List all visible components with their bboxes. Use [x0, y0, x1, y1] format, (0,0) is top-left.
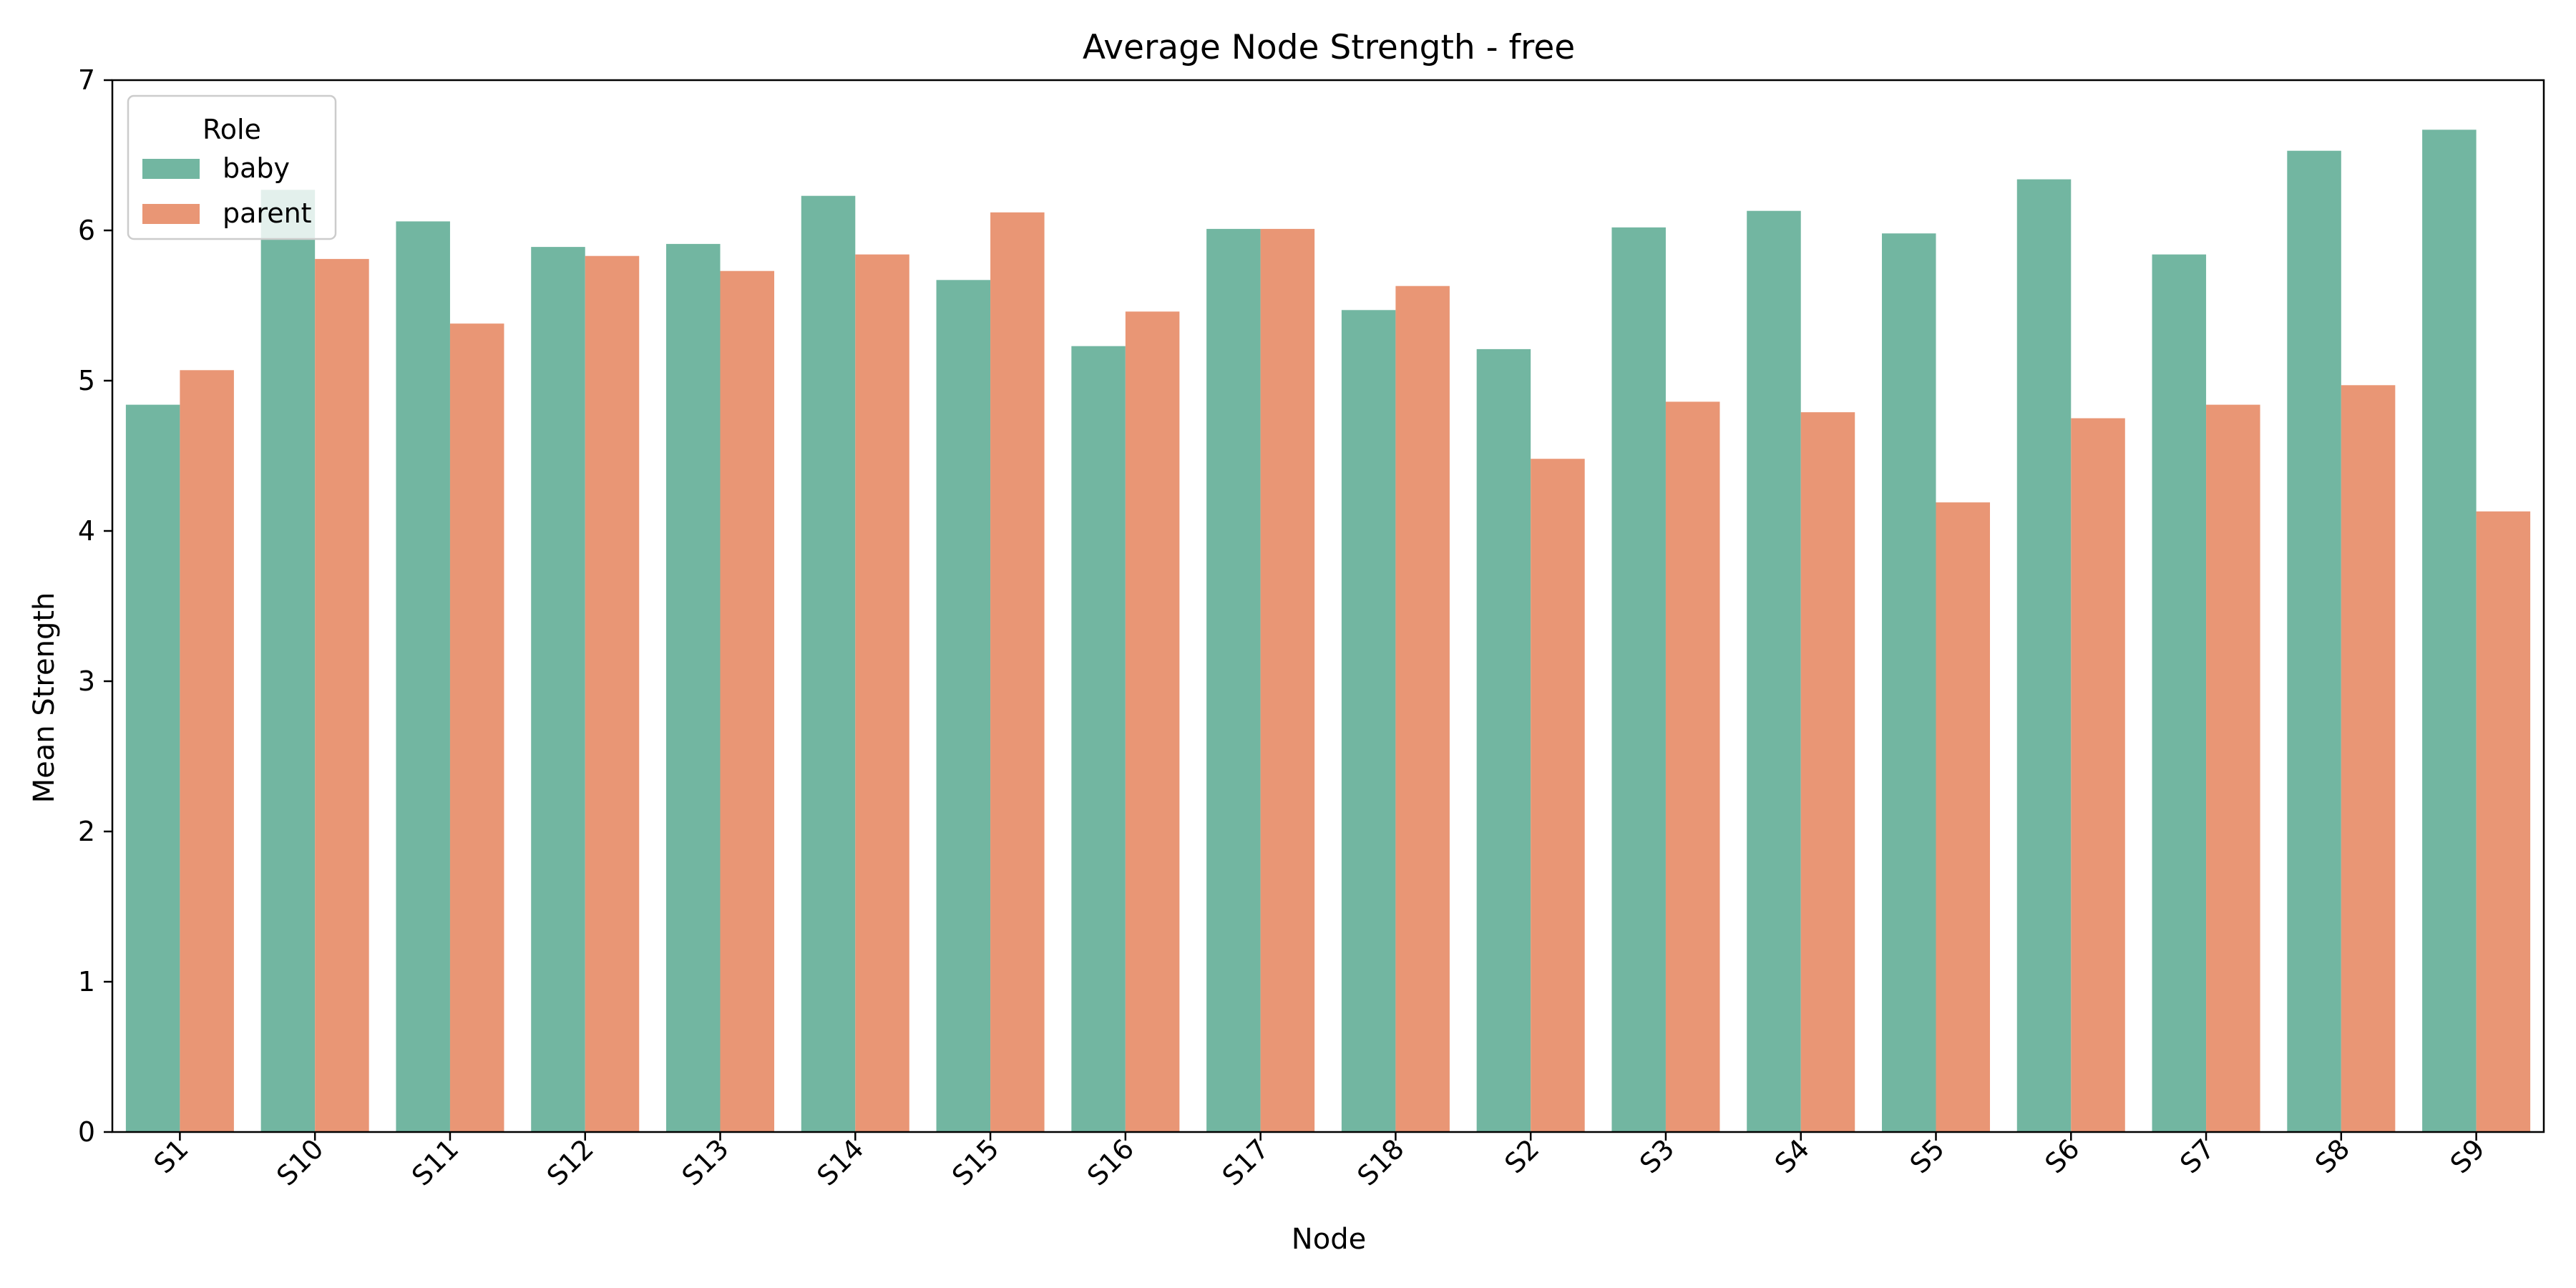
legend-label-baby: baby: [223, 152, 290, 184]
bar-baby-S5: [1881, 233, 1936, 1133]
legend-swatch-parent: [142, 204, 200, 224]
y-axis: 0 1 2 3 4 5 6 7: [78, 64, 112, 1148]
bar-baby-S18: [1341, 310, 1396, 1132]
bar-parent-S9: [2476, 511, 2531, 1132]
bar-baby-S15: [936, 280, 991, 1132]
bar-parent-S14: [855, 254, 909, 1133]
bar-baby-S9: [2422, 130, 2477, 1132]
plot-frame: [111, 79, 2545, 1133]
bar-baby-S11: [396, 221, 450, 1132]
bar-baby-S6: [2016, 179, 2072, 1133]
bar-parent-S15: [990, 212, 1045, 1132]
bar-parent-S17: [1260, 228, 1315, 1132]
bar-baby-S4: [1747, 210, 1801, 1133]
bar-baby-S14: [801, 195, 856, 1133]
bar-parent-S8: [2341, 385, 2396, 1132]
bar-parent-S13: [720, 270, 775, 1133]
bar-baby-S12: [531, 247, 585, 1133]
y-tick-label: 6: [78, 215, 95, 246]
bar-parent-S1: [180, 370, 234, 1132]
bar-baby-S17: [1206, 228, 1261, 1132]
bar-parent-S7: [2206, 404, 2260, 1132]
bar-baby-S8: [2287, 150, 2341, 1133]
bar-baby-S10: [260, 190, 316, 1132]
bar-baby-S13: [665, 243, 721, 1132]
bar-baby-S3: [1611, 227, 1666, 1132]
legend: Role baby parent: [127, 94, 337, 240]
bar-parent-S6: [2071, 418, 2125, 1132]
y-tick-label: 3: [78, 665, 95, 697]
bar-parent-S5: [1936, 502, 1991, 1132]
bar-baby-S2: [1476, 348, 1531, 1132]
legend-label-parent: parent: [223, 197, 312, 229]
y-tick-label: 7: [78, 64, 95, 96]
bar-parent-S11: [449, 323, 504, 1133]
chart-title: Average Node Strength - free: [1083, 28, 1575, 67]
y-tick-label: 4: [78, 515, 95, 547]
bar-parent-S3: [1665, 401, 1720, 1132]
bar-baby-S16: [1071, 346, 1126, 1133]
y-tick-label: 1: [78, 966, 95, 997]
legend-box: [127, 94, 337, 240]
bar-parent-S10: [315, 258, 369, 1132]
bar-parent-S4: [1800, 412, 1855, 1132]
legend-swatch-baby: [142, 159, 200, 179]
x-axis-label: Node: [1292, 1223, 1366, 1256]
bar-parent-S2: [1531, 459, 1585, 1132]
bar-parent-S16: [1125, 311, 1180, 1132]
bar-baby-S7: [2152, 254, 2207, 1133]
bars-group: [125, 130, 2531, 1133]
y-tick-label: 5: [78, 365, 95, 396]
y-tick-label: 0: [78, 1116, 95, 1148]
legend-title: Role: [203, 114, 261, 145]
bar-parent-S12: [585, 255, 640, 1133]
y-axis-label: Mean Strength: [28, 592, 61, 804]
bar-baby-S1: [125, 404, 180, 1132]
bar-parent-S18: [1395, 286, 1450, 1133]
y-tick-label: 2: [78, 816, 95, 847]
